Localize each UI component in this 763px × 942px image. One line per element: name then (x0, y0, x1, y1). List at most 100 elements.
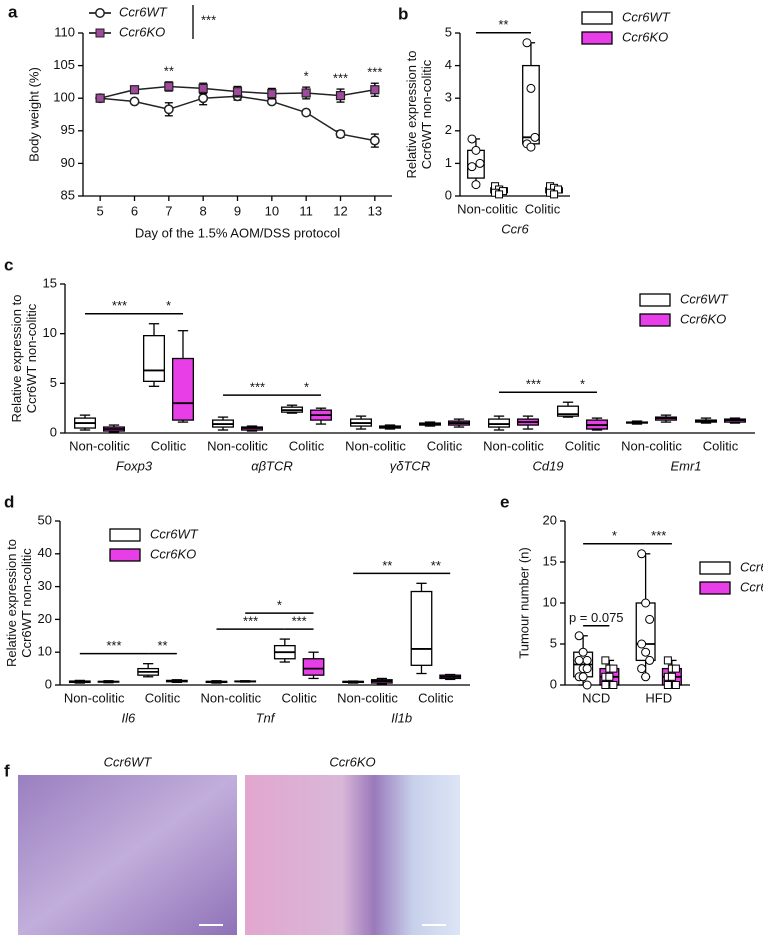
x-tick-label: HFD (645, 690, 672, 705)
image-label: Ccr6KO (329, 754, 375, 769)
x-tick-label: Non-colitic (457, 201, 518, 216)
panel-letter: c (4, 255, 13, 274)
group-label: Tnf (256, 710, 276, 725)
marker (198, 93, 209, 104)
y-tick-label: 110 (54, 24, 75, 39)
y-tick-label: 10 (543, 594, 557, 609)
point (475, 158, 485, 168)
x-tick-label: Colitic (565, 438, 601, 453)
x-tick-label: Non-colitic (621, 438, 682, 453)
point (641, 672, 651, 682)
x-tick-label: Colitic (427, 438, 463, 453)
x-tick-label: Colitic (525, 201, 561, 216)
panel-letter: f (4, 761, 10, 780)
point (637, 664, 647, 674)
x-axis-label: Day of the 1.5% AOM/DSS protocol (135, 225, 340, 240)
legend-label: Ccr6WT (622, 9, 671, 24)
y-tick-label: 30 (38, 578, 52, 593)
micrograph (18, 775, 237, 935)
y-tick-label: 15 (543, 553, 557, 568)
x-tick-label: Colitic (289, 438, 325, 453)
legend-swatch (581, 31, 613, 45)
x-tick-label: Non-colitic (337, 690, 398, 705)
point (601, 656, 610, 665)
significance: *** (112, 298, 127, 313)
legend-swatch (639, 313, 671, 327)
significance: *** (106, 638, 121, 653)
legend-swatch (699, 581, 731, 595)
point (467, 162, 477, 172)
box (143, 335, 166, 382)
significance: p = 0.075 (569, 610, 624, 625)
x-tick-label: Non-colitic (207, 438, 268, 453)
significance: *** (526, 377, 541, 392)
significance: * (580, 377, 585, 392)
x-tick-label: 6 (131, 203, 138, 218)
marker (267, 89, 277, 99)
y-tick-label: 10 (43, 325, 57, 340)
y-tick-label: 105 (53, 57, 75, 72)
point (667, 672, 676, 681)
point (645, 655, 655, 665)
y-tick-label: 0 (50, 424, 57, 439)
y-tick-label: 0 (45, 676, 52, 691)
point (578, 672, 588, 682)
point (663, 656, 672, 665)
x-tick-label: 13 (368, 203, 382, 218)
point (663, 681, 672, 689)
legend-swatch (639, 293, 671, 307)
x-tick-label: 9 (234, 203, 241, 218)
legend-label: Ccr6WT (150, 526, 199, 541)
x-tick-label: Colitic (145, 690, 181, 705)
box (557, 405, 580, 417)
marker (335, 129, 346, 140)
box (488, 418, 511, 428)
point (471, 145, 481, 155)
point (574, 631, 584, 641)
marker (129, 85, 140, 95)
significance: ** (431, 558, 441, 573)
marker (301, 107, 312, 118)
box (522, 64, 540, 145)
x-tick-label: 8 (200, 203, 207, 218)
x-tick-label: 7 (165, 203, 172, 218)
micrograph (245, 775, 460, 935)
group-label: Cd19 (532, 458, 563, 473)
x-tick-label: Non-colitic (483, 438, 544, 453)
point (550, 190, 559, 199)
legend-label: Ccr6KO (680, 311, 726, 326)
y-tick-label: 50 (38, 512, 52, 527)
y-tick-label: 0 (550, 676, 557, 691)
point (609, 664, 618, 673)
point (637, 639, 647, 649)
point (522, 38, 532, 48)
group-label: γδTCR (390, 458, 430, 473)
y-tick-label: 20 (543, 512, 557, 527)
legend-swatch (581, 11, 613, 25)
legend-swatch (699, 561, 731, 575)
legend-marker (95, 8, 105, 18)
significance: ** (498, 17, 508, 32)
significance: *** (367, 65, 382, 80)
legend-swatch (109, 548, 141, 562)
significance: *** (243, 614, 258, 629)
y-axis-label: Relative expression to (404, 51, 419, 179)
point (605, 672, 614, 681)
point (645, 614, 655, 624)
point (641, 647, 651, 657)
legend-label: Ccr6KO (119, 24, 165, 39)
marker (370, 85, 380, 95)
x-tick-label: Colitic (151, 438, 187, 453)
panel-letter: a (8, 2, 18, 21)
x-tick-label: Colitic (281, 690, 317, 705)
y-tick-label: 40 (38, 545, 52, 560)
point (582, 655, 592, 665)
y-axis-label: Ccr6WT non-colitic (19, 548, 34, 658)
point (495, 190, 504, 199)
marker (129, 96, 140, 107)
y-axis-label: Ccr6WT non-colitic (24, 303, 39, 413)
y-tick-label: 20 (38, 611, 52, 626)
point (609, 681, 618, 689)
marker (232, 87, 243, 97)
